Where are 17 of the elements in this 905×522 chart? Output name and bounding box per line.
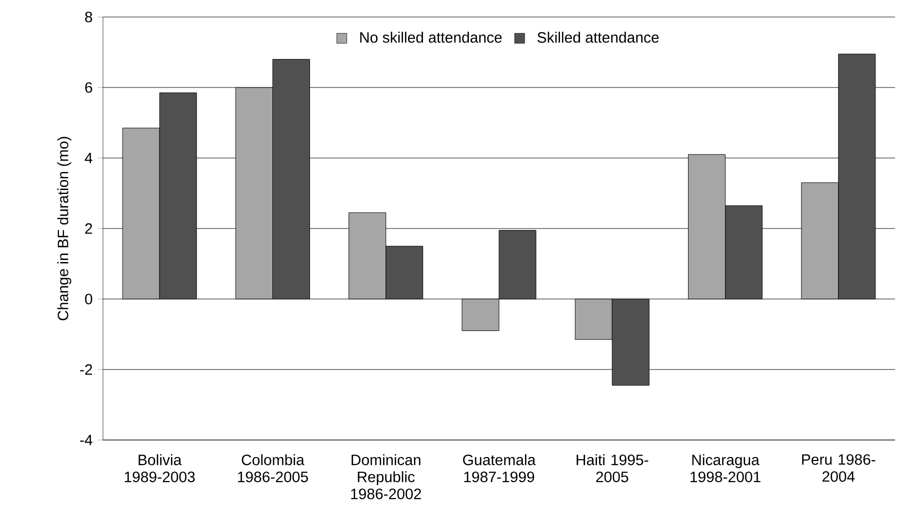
y-tick-label: -2 <box>80 364 92 375</box>
x-tick-label: Haiti 1995-2005 <box>576 454 648 482</box>
x-tick-label: Guatemala 1987-1999 <box>463 454 536 482</box>
x-tick-label: Colombia 1986-2005 <box>238 454 308 482</box>
x-tick-label: Dominican Republic 1986-2002 <box>351 454 421 500</box>
x-tick-label: Nicaragua 1998-2001 <box>690 454 760 482</box>
y-tick-label: 2 <box>85 223 92 234</box>
y-tick-label: 8 <box>85 12 92 22</box>
y-tick-label: 6 <box>85 82 92 93</box>
legend-label: Skilled attendance <box>538 32 659 43</box>
y-tick-label: 0 <box>85 294 92 304</box>
y-tick-label: 4 <box>84 152 92 164</box>
y-tick-label: -4 <box>80 434 92 446</box>
x-tick-label: Peru 1986-2004 <box>802 454 876 482</box>
x-tick-label: Bolivia 1989-2003 <box>124 454 195 482</box>
legend-label: No skilled attendance <box>360 32 502 43</box>
y-axis-title: Change in BF duration (mo) <box>57 136 72 320</box>
